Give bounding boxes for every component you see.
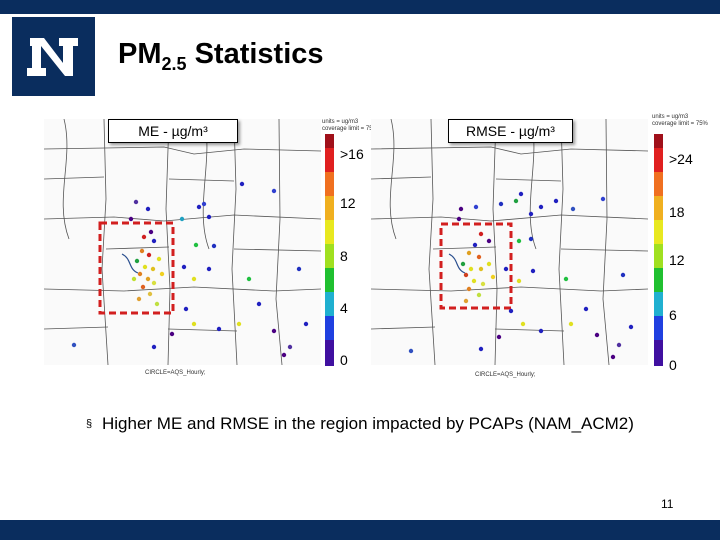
- slide-title: PM2.5 Statistics: [118, 38, 324, 74]
- right-legend-coverage: coverage limit = 75%: [652, 121, 708, 127]
- right-map-panel: [371, 119, 648, 365]
- left-map-panel: [44, 119, 321, 365]
- left-tick-label: 4: [340, 300, 348, 316]
- page-number: 11: [661, 497, 674, 511]
- left-tick-label: 12: [340, 195, 356, 211]
- university-n-logo-icon: [12, 17, 95, 96]
- right-tick-label: 12: [669, 252, 685, 268]
- right-tick-label: 18: [669, 204, 685, 220]
- left-panel-label: ME - µg/m³: [108, 119, 238, 143]
- left-tick-label: 0: [340, 352, 348, 368]
- right-legend-units: units = ug/m3: [652, 114, 689, 120]
- bullet-text: Higher ME and RMSE in the region impacte…: [102, 414, 634, 433]
- left-tick-label: >16: [340, 146, 364, 162]
- left-legend-units: units = ug/m3: [322, 119, 359, 125]
- right-colorbar: [654, 134, 663, 366]
- right-tick-label: 6: [669, 307, 677, 323]
- left-tick-label: 8: [340, 248, 348, 264]
- left-map-caption: CIRCLE=AQS_Hourly;: [145, 370, 206, 376]
- right-map-caption: CIRCLE=AQS_Hourly;: [475, 372, 536, 378]
- top-banner: [0, 0, 720, 14]
- bottom-banner: [0, 520, 720, 540]
- right-tick-label: 0: [669, 357, 677, 373]
- right-tick-label: >24: [669, 151, 693, 167]
- bullet-marker: §: [86, 418, 93, 430]
- left-colorbar: [325, 134, 334, 366]
- left-legend-coverage: coverage limit = 75%: [322, 126, 378, 132]
- right-panel-label: RMSE - µg/m³: [448, 119, 573, 143]
